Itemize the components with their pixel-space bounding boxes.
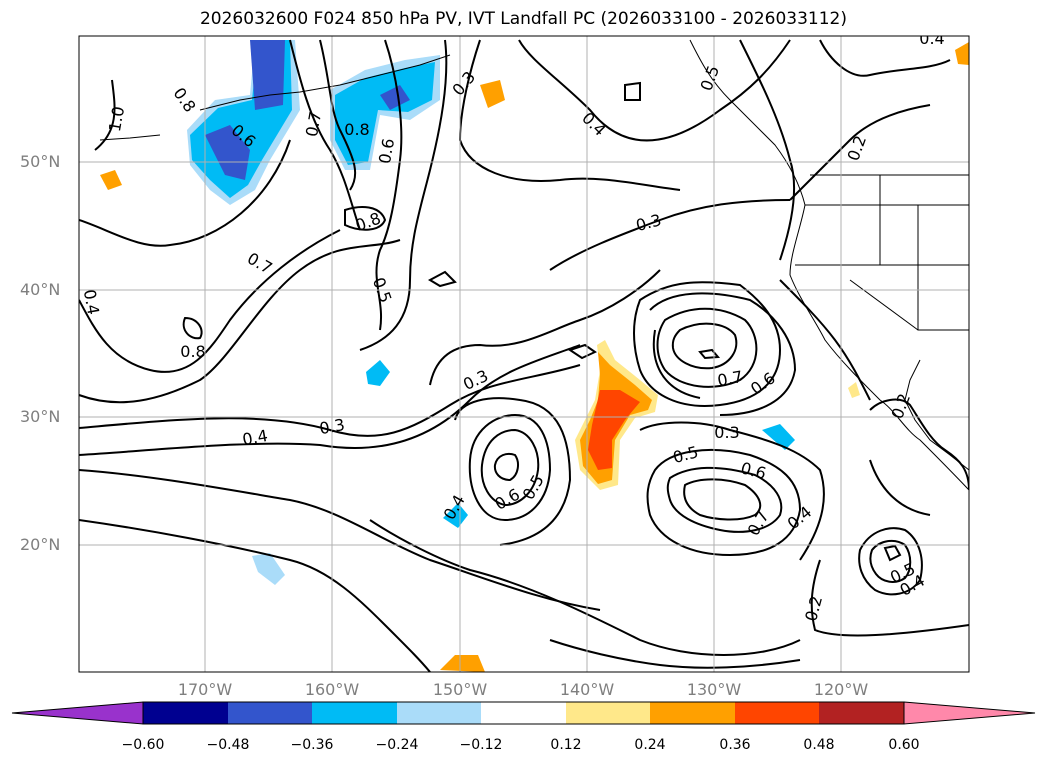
map-title: 2026032600 F024 850 hPa PV, IVT Landfall… [199,9,847,29]
colorbar-bin [481,702,566,724]
colorbar-tick: 0.24 [634,737,666,753]
pv-ivt-map: 1.0 0.8 0.6 0.7 0.8 0.6 0.3 0.5 0.4 0.2 … [78,29,970,673]
colorbar-tick: −0.60 [121,737,165,753]
contour-label: 0.6 [375,137,398,165]
contour-label: 1.0 [105,105,128,133]
lat-lon-grid [79,36,969,672]
colorbar-bin [397,702,481,724]
lon-label-120w: 120°W [813,680,869,699]
colorbar-bin [566,702,650,724]
lat-label-30n: 30°N [20,407,61,426]
lon-label-170w: 170°W [177,680,233,699]
anomaly-fill-negative [187,40,795,585]
colorbar-bin [143,702,228,724]
lon-label-140w: 140°W [559,680,615,699]
colorbar-frame [142,701,905,725]
colorbar-bin [735,702,819,724]
contour-label: 0.8 [344,120,369,139]
lon-label-160w: 160°W [304,680,360,699]
colorbar-extend-high [903,701,1036,725]
contour-label: 0.4 [919,29,944,48]
colorbar-bin [312,702,397,724]
colorbar-tick: −0.48 [206,737,250,753]
colorbar-extend-low [11,701,144,725]
colorbar-tick: −0.24 [375,737,419,753]
pv-contours [79,39,969,672]
colorbar-bin [228,702,312,724]
colorbar-tick: −0.36 [290,737,334,753]
anomaly-fill-positive [100,42,969,672]
lat-label-40n: 40°N [20,280,61,299]
contour-label: 0.8 [180,342,205,361]
colorbar-bin [650,702,735,724]
colorbar-tick: 0.48 [803,737,835,753]
lat-label-20n: 20°N [20,535,61,554]
lat-label-50n: 50°N [20,152,61,171]
colorbar-tick: 0.36 [719,737,751,753]
lon-label-150w: 150°W [432,680,488,699]
map-frame [78,35,970,673]
contour-label: 0.3 [714,423,739,442]
lon-label-130w: 130°W [686,680,742,699]
contour-label: 0.3 [318,415,346,438]
colorbar-bin [819,702,904,724]
contour-label: 0.7 [302,110,325,138]
colorbar-bins [143,702,904,724]
contour-label: 0.4 [80,288,103,316]
colorbar-tick: −0.12 [459,737,503,753]
colorbar-tick: 0.60 [888,737,920,753]
colorbar-tick: 0.12 [550,737,582,753]
contour-label: 0.4 [241,426,269,449]
contour-label: 0.7 [716,367,744,390]
coastline [99,39,969,491]
